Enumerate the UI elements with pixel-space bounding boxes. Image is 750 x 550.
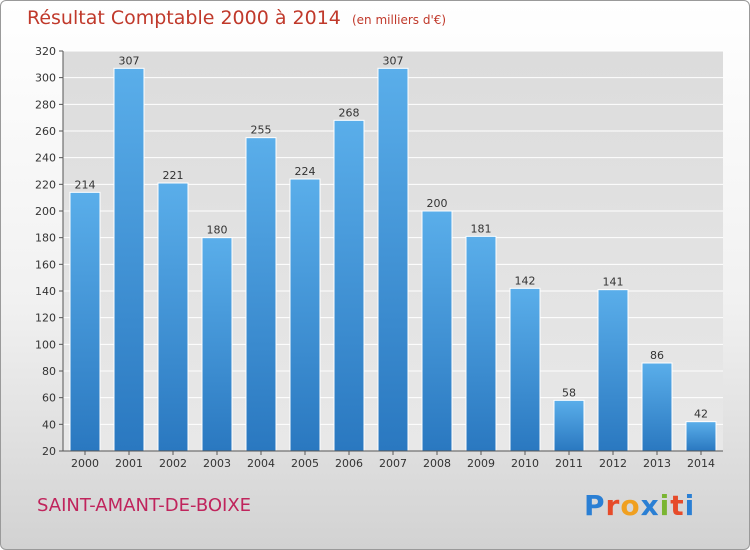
x-tick-label: 2008 — [423, 457, 451, 470]
bar-value-label: 221 — [163, 169, 184, 182]
y-tick-label: 200 — [35, 205, 56, 218]
logo-letter: i — [684, 489, 696, 522]
bar-value-label: 42 — [694, 408, 708, 421]
bar-2012 — [597, 289, 629, 452]
axes: 20 40 60 80 100 120 140 160 180 200 220 240 260 280 30… — [35, 45, 723, 470]
bar-value-label: 214 — [75, 178, 96, 191]
y-tick-label: 240 — [35, 152, 56, 165]
x-tick-label: 2001 — [115, 457, 143, 470]
chart-title-main: Résultat Comptable 2000 à 2014 — [27, 7, 341, 29]
bar-2014 — [685, 421, 717, 452]
bar-value-label: 255 — [251, 124, 272, 137]
y-tick-label: 320 — [35, 45, 56, 58]
logo-letter: o — [620, 489, 641, 522]
bar-value-label: 200 — [427, 197, 448, 210]
x-tick-label: 2004 — [247, 457, 275, 470]
x-tick-label: 2007 — [379, 457, 407, 470]
bar-value-label: 141 — [603, 276, 624, 289]
bar-value-label: 180 — [207, 224, 228, 237]
x-tick-label: 2014 — [687, 457, 715, 470]
y-tick-label: 220 — [35, 178, 56, 191]
bar-2000 — [69, 191, 101, 452]
x-tick-label: 2013 — [643, 457, 671, 470]
bar-value-label: 58 — [562, 386, 576, 399]
logo-letter: r — [605, 489, 621, 522]
bar-2010 — [509, 287, 541, 452]
y-tick-label: 60 — [42, 392, 56, 405]
y-tick-label: 160 — [35, 258, 56, 271]
y-tick-label: 80 — [42, 365, 56, 378]
bar-value-label: 268 — [339, 106, 360, 119]
y-tick-label: 40 — [42, 418, 56, 431]
bar-2004 — [245, 137, 277, 452]
y-tick-label: 140 — [35, 285, 56, 298]
x-tick-label: 2012 — [599, 457, 627, 470]
bar-value-label: 86 — [650, 349, 664, 362]
bar-2002 — [157, 182, 189, 452]
chart-title: Résultat Comptable 2000 à 2014 (en milli… — [27, 7, 446, 29]
x-tick-label: 2002 — [159, 457, 187, 470]
bar-2008 — [421, 210, 453, 452]
commune-name: SAINT-AMANT-DE-BOIXE — [37, 495, 252, 516]
x-tick-label: 2010 — [511, 457, 539, 470]
y-tick-label: 260 — [35, 125, 56, 138]
chart-title-unit: (en milliers d'€) — [351, 13, 447, 27]
bar-value-label: 224 — [295, 165, 316, 178]
x-tick-label: 2009 — [467, 457, 495, 470]
bar-value-label: 307 — [119, 54, 140, 67]
y-tick-label: 120 — [35, 312, 56, 325]
bar-value-label: 181 — [471, 222, 492, 235]
x-tick-label: 2000 — [71, 457, 99, 470]
bar-2006 — [333, 119, 365, 452]
bar-2005 — [289, 178, 321, 452]
bars: 214 307 221 180 255 224 268 307 200 181 142 58 141 86… — [69, 54, 717, 452]
x-tick-label: 2006 — [335, 457, 363, 470]
x-tick-label: 2011 — [555, 457, 583, 470]
x-tick-label: 2003 — [203, 457, 231, 470]
y-tick-label: 100 — [35, 338, 56, 351]
x-tick-label: 2005 — [291, 457, 319, 470]
y-tick-label: 180 — [35, 232, 56, 245]
logo-letter: x — [640, 489, 660, 522]
y-tick-label: 300 — [35, 72, 56, 85]
proxiti-logo: Proxiti — [584, 489, 695, 522]
bar-2011 — [553, 399, 585, 452]
bar-2009 — [465, 235, 497, 452]
bar-value-label: 142 — [515, 274, 536, 287]
logo-letter: t — [670, 489, 685, 522]
logo-letter: i — [659, 489, 671, 522]
bar-2003 — [201, 237, 233, 452]
bar-2007 — [377, 67, 409, 452]
logo-letter: P — [584, 489, 606, 522]
bar-2013 — [641, 362, 673, 452]
bar-value-label: 307 — [383, 54, 404, 67]
bar-2001 — [113, 67, 145, 452]
y-tick-label: 20 — [42, 445, 56, 458]
y-tick-label: 280 — [35, 98, 56, 111]
